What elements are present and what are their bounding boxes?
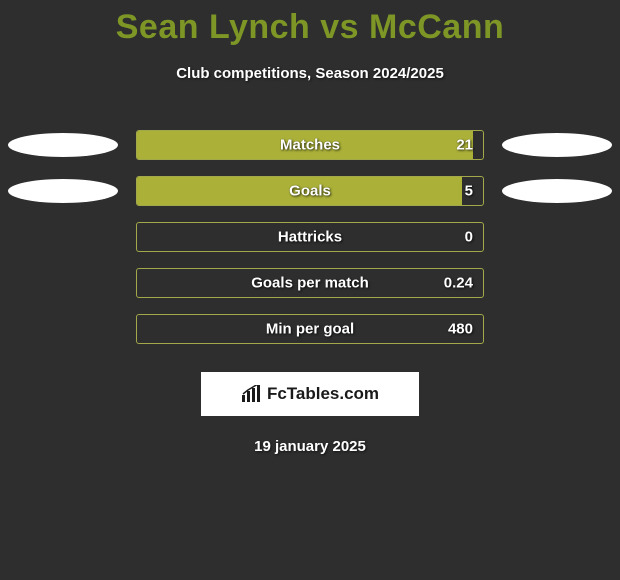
stats-list: Matches 21 Goals 5 Hattricks 0 Goals per match… — [0, 122, 620, 352]
stat-bar: Min per goal 480 — [136, 314, 484, 344]
stat-value: 0 — [465, 229, 473, 246]
stat-label: Hattricks — [278, 229, 342, 246]
player-left-marker — [8, 179, 118, 203]
subtitle: Club competitions, Season 2024/2025 — [0, 65, 620, 82]
stat-row: Hattricks 0 — [0, 214, 620, 260]
stat-bar: Goals per match 0.24 — [136, 268, 484, 298]
stat-row: Min per goal 480 — [0, 306, 620, 352]
logo-text: FcTables.com — [267, 384, 379, 404]
player-right-marker — [502, 179, 612, 203]
stat-value: 5 — [465, 183, 473, 200]
stat-row: Matches 21 — [0, 122, 620, 168]
player-right-marker — [502, 133, 612, 157]
stat-row: Goals per match 0.24 — [0, 260, 620, 306]
page-title: Sean Lynch vs McCann — [0, 8, 620, 47]
comparison-card: Sean Lynch vs McCann Club competitions, … — [0, 0, 620, 455]
logo-box[interactable]: FcTables.com — [201, 372, 419, 416]
stat-bar: Hattricks 0 — [136, 222, 484, 252]
stat-row: Goals 5 — [0, 168, 620, 214]
stat-value: 0.24 — [444, 275, 473, 292]
stat-label: Min per goal — [266, 321, 354, 338]
stat-label: Goals — [289, 183, 331, 200]
player-left-marker — [8, 133, 118, 157]
stat-label: Matches — [280, 137, 340, 154]
stat-value: 480 — [448, 321, 473, 338]
logo: FcTables.com — [241, 384, 379, 404]
stat-bar: Goals 5 — [136, 176, 484, 206]
stat-value: 21 — [456, 137, 473, 154]
stat-bar: Matches 21 — [136, 130, 484, 160]
date-label: 19 january 2025 — [0, 438, 620, 455]
stat-label: Goals per match — [251, 275, 369, 292]
chart-bars-icon — [241, 385, 263, 403]
